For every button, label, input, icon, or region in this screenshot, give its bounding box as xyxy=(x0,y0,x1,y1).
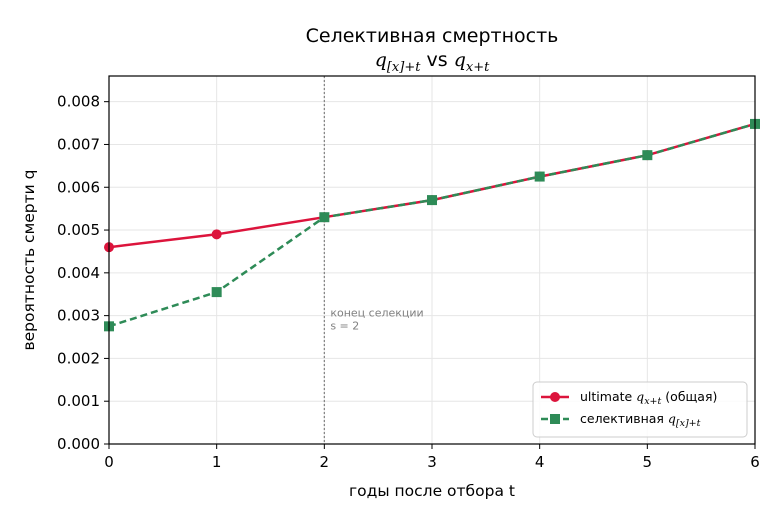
x-axis-label: годы после отбора t xyxy=(349,482,515,500)
chart-title: Селективная смертность xyxy=(306,25,559,47)
x-tick-label: 6 xyxy=(750,453,760,471)
point-selective xyxy=(319,212,330,223)
point-selective xyxy=(427,195,437,206)
x-tick-label: 1 xyxy=(212,453,222,471)
legend-marker-selective xyxy=(550,414,560,424)
x-tick-label: 5 xyxy=(643,453,653,471)
legend-box xyxy=(532,381,748,438)
legend-marker-ultimate xyxy=(550,392,560,402)
y-tick-label: 0.002 xyxy=(57,349,100,367)
subtitle-q1: q xyxy=(375,49,387,71)
y-tick-label: 0.005 xyxy=(57,221,100,239)
legend-label-selective: селективная q[x]+t xyxy=(580,411,701,429)
point-selective xyxy=(211,287,222,298)
y-tick-label: 0.006 xyxy=(57,178,100,196)
legend: ultimate qx+t (общая) селективная q[x]+t xyxy=(532,381,748,438)
subtitle-q2: q xyxy=(454,49,466,71)
x-tick-label: 3 xyxy=(427,453,437,471)
point-ultimate xyxy=(211,229,222,240)
x-tick-label: 4 xyxy=(535,453,545,471)
x-tick-label: 0 xyxy=(104,453,114,471)
y-tick-label: 0.007 xyxy=(57,135,100,153)
annotation-line-2: s = 2 xyxy=(330,319,359,332)
point-selective xyxy=(534,171,545,182)
y-axis-label: вероятность смерти q xyxy=(20,169,38,350)
chart-subtitle: q[x]+t vs qx+t xyxy=(375,49,490,75)
y-tick-label: 0.008 xyxy=(57,93,100,111)
subtitle-vs: vs xyxy=(420,49,453,71)
subtitle-sub2: x+t xyxy=(466,60,490,75)
y-tick-label: 0.004 xyxy=(57,264,100,282)
y-tick-label: 0.001 xyxy=(57,392,100,410)
y-tick-label: 0.000 xyxy=(57,435,100,453)
point-selective xyxy=(642,150,653,161)
ticks: 0 1 2 3 4 5 6 0.000 0.001 0.002 0.003 0.004 0.005 0.0… xyxy=(57,93,760,471)
grid xyxy=(108,76,756,445)
x-tick-label: 2 xyxy=(320,453,330,471)
y-tick-label: 0.003 xyxy=(57,307,100,325)
subtitle-sub1: [x]+t xyxy=(387,60,421,75)
annotation-line-1: конец селекции xyxy=(330,306,423,319)
legend-label-ultimate: ultimate qx+t (общая) xyxy=(580,389,717,407)
